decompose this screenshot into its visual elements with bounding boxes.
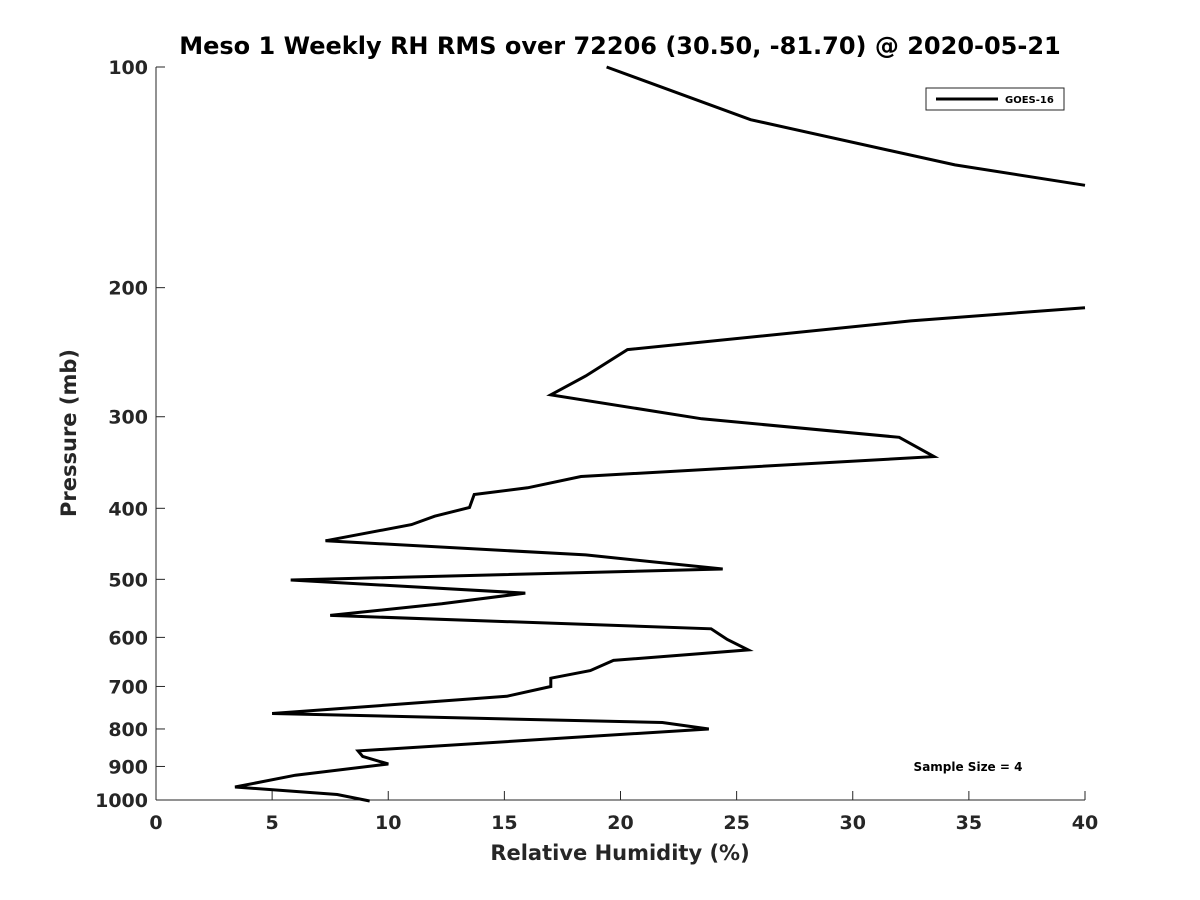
x-tick-label: 20 [607, 812, 633, 834]
y-axis-label: Pressure (mb) [57, 349, 81, 517]
legend: GOES-16 [925, 87, 1065, 111]
y-tick-label: 400 [108, 498, 148, 520]
x-axis-label: Relative Humidity (%) [490, 841, 749, 865]
x-tick-label: 35 [956, 812, 982, 834]
y-tick-label: 600 [108, 627, 148, 649]
y-tick-label: 900 [108, 756, 148, 778]
y-tick-label: 1000 [95, 790, 148, 812]
y-tick-label: 500 [108, 569, 148, 591]
x-tick-label: 15 [491, 812, 517, 834]
x-tick-label: 30 [840, 812, 866, 834]
x-tick-label: 25 [723, 812, 749, 834]
series-line-goes-16-segment-2 [234, 306, 1086, 803]
series-layer [234, 65, 1086, 803]
sample-size-annotation: Sample Size = 4 [914, 760, 1023, 774]
y-tick-label: 100 [108, 57, 148, 79]
plot-area: 0 5 10 15 20 25 30 35 40 100 200 300 400 500 600 700 80… [95, 57, 1098, 834]
x-tick-label: 0 [149, 812, 162, 834]
y-tick-label: 200 [108, 278, 148, 300]
legend-label-goes-16: GOES-16 [1005, 95, 1054, 106]
x-tick-label: 10 [375, 812, 401, 834]
y-axis-ticks: 100 200 300 400 500 600 700 800 900 1000 [95, 57, 165, 812]
x-axis-ticks: 0 5 10 15 20 25 30 35 40 [149, 791, 1098, 834]
y-tick-label: 800 [108, 719, 148, 741]
y-tick-label: 300 [108, 407, 148, 429]
series-line-goes-16-segment-1 [606, 65, 1086, 187]
x-tick-label: 40 [1072, 812, 1098, 834]
x-tick-label: 5 [266, 812, 279, 834]
chart-title: Meso 1 Weekly RH RMS over 72206 (30.50, … [179, 32, 1061, 60]
y-tick-label: 700 [108, 676, 148, 698]
